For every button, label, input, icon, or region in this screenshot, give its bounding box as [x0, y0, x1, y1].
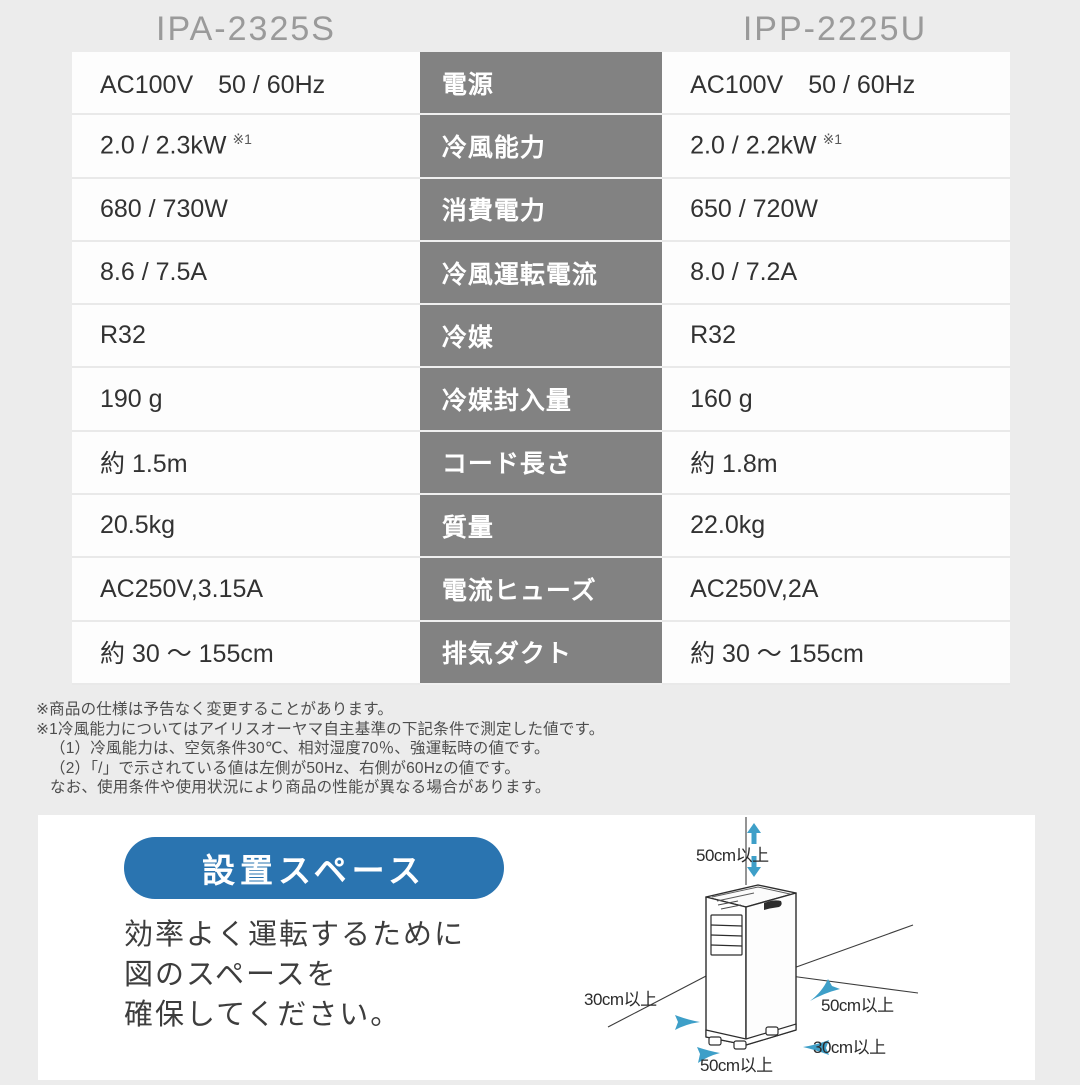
- footnote-line: ※商品の仕様は予告なく変更することがあります。: [36, 701, 394, 718]
- spec-value-right: 22.0kg: [662, 495, 1010, 559]
- installation-description-line: 確保してください。: [124, 999, 402, 1031]
- spec-value-left: 190 g: [72, 368, 420, 432]
- spec-key: 質量: [419, 495, 663, 559]
- spec-value-left: 8.6 / 7.5A: [72, 241, 420, 306]
- spec-value-left: R32: [72, 305, 420, 369]
- perspective-guide-lines: [607, 924, 919, 1028]
- footnotes-block: ※商品の仕様は予告なく変更することがあります。 ※1冷風能力についてはアイリスオ…: [36, 700, 736, 798]
- spec-key: 冷風運転電流: [419, 241, 663, 306]
- model-header-row: IPA-2325S IPP-2225U: [0, 0, 1080, 52]
- spec-value-right: AC100V 50 / 60Hz: [662, 52, 1010, 116]
- footnote-line: なお、使用条件や使用状況により商品の性能が異なる場合があります。: [50, 779, 551, 796]
- spec-value-left: AC250V,3.15A: [72, 558, 420, 622]
- top-clearance-arrow-icon: [747, 823, 761, 877]
- spec-table-row: AC100V 50 / 60Hz 電源 AC100V 50 / 60Hz: [72, 52, 1010, 116]
- specification-table-body: AC100V 50 / 60Hz 電源 AC100V 50 / 60Hz 2.0 / …: [72, 52, 1010, 685]
- installation-space-panel: 設置スペース 効率よく運転するために 図のスペースを 確保してください。: [38, 815, 1035, 1080]
- spec-value-right: 2.0 / 2.2kW ※1: [662, 115, 1010, 179]
- spec-table-row: 8.6 / 7.5A 冷風運転電流 8.0 / 7.2A: [72, 241, 1010, 306]
- spec-key: 冷媒封入量: [419, 368, 663, 432]
- dimension-label-right-back: 50cm以上: [821, 996, 894, 1015]
- spec-table-row: 約 30 〜 155cm 排気ダクト約 30 〜 155cm: [72, 621, 1010, 685]
- air-conditioner-diagram-svg: [607, 817, 919, 1063]
- model-name-left: IPA-2325S: [156, 10, 336, 48]
- dimension-label-right-side: 30cm以上: [813, 1038, 886, 1057]
- installation-text-block: 設置スペース 効率よく運転するために 図のスペースを 確保してください。: [124, 837, 554, 1035]
- spec-value-left: 680 / 730W: [72, 178, 420, 242]
- spec-value-right-footnote-marker: ※1: [822, 131, 843, 148]
- spec-table-row: 680 / 730W 消費電力 650 / 720W: [72, 178, 1010, 242]
- specification-table: AC100V 50 / 60Hz 電源 AC100V 50 / 60Hz 2.0 / …: [72, 52, 1010, 685]
- spec-key: 電源: [419, 52, 663, 116]
- footnote-line: （1）冷風能力は、空気条件30℃、相対湿度70％、強運転時の値です。: [50, 740, 550, 757]
- spec-table-row: AC250V,3.15A 電流ヒューズ AC250V,2A: [72, 558, 1010, 622]
- spec-table-row: 190 g 冷媒封入量 160 g: [72, 368, 1010, 432]
- dimension-label-left: 30cm以上: [584, 990, 657, 1009]
- spec-value-left: AC100V 50 / 60Hz: [72, 52, 420, 116]
- spec-key: 冷媒: [419, 305, 663, 369]
- spec-table-row: 20.5kg 質量 22.0kg: [72, 495, 1010, 559]
- spec-value-right: 約 1.8m: [662, 431, 1010, 496]
- spec-value-left-footnote-marker: ※1: [232, 131, 252, 148]
- spec-value-left: 20.5kg: [72, 495, 420, 559]
- model-name-right: IPP-2225U: [742, 10, 928, 48]
- airflow-arrows-icon: [675, 979, 840, 1063]
- installation-description: 効率よく運転するために 図のスペースを 確保してください。: [124, 915, 554, 1035]
- spec-value-left: 約 1.5m: [72, 431, 420, 496]
- control-panel-icon: [717, 900, 742, 910]
- installation-space-badge: 設置スペース: [124, 837, 504, 899]
- dimension-label-top: 50cm以上: [696, 846, 769, 865]
- spec-value-right: 160 g: [662, 368, 1010, 432]
- top-panel-detail: [711, 886, 791, 902]
- model-header-spacer: [420, 46, 660, 52]
- footnote-line: （2）「/」で示されている値は左側が50Hz、右側が60Hzの値です。: [50, 759, 521, 777]
- spec-key: 電流ヒューズ: [419, 558, 663, 622]
- spec-table-row: R32 冷媒 R32: [72, 305, 1010, 369]
- spec-table-row: 2.0 / 2.3kW ※1 冷風能力 2.0 / 2.2kW ※1: [72, 115, 1010, 179]
- spec-value-right: AC250V,2A: [662, 558, 1010, 622]
- installation-description-line: 効率よく運転するために: [124, 919, 466, 951]
- spec-table-row: 約 1.5m コード長さ約 1.8m: [72, 431, 1010, 496]
- specification-section: IPA-2325S IPP-2225U AC100V 50 / 60Hz 電源 AC…: [0, 0, 1080, 685]
- spec-key: コード長さ: [419, 431, 663, 496]
- spec-key: 排気ダクト: [419, 621, 663, 685]
- spec-key: 冷風能力: [419, 115, 663, 179]
- air-conditioner-unit: [705, 884, 797, 1046]
- spec-value-right: 650 / 720W: [662, 178, 1010, 242]
- installation-description-line: 図のスペースを: [124, 959, 338, 991]
- footnote-line: ※1冷風能力についてはアイリスオーヤマ自主基準の下記条件で測定した値です。: [36, 720, 605, 738]
- spec-value-right: 約 30 〜 155cm: [662, 621, 1010, 685]
- installation-clearance-diagram: 50cm以上 30cm以上 50cm以上 50cm以上 30cm以上: [578, 815, 1033, 1080]
- front-grille-icon: [710, 914, 743, 956]
- spec-key: 消費電力: [419, 178, 663, 242]
- base-casters-icon: [705, 1023, 797, 1050]
- dimension-label-front: 50cm以上: [700, 1056, 773, 1075]
- spec-value-right: R32: [662, 305, 1010, 369]
- spec-value-left: 2.0 / 2.3kW ※1: [72, 115, 420, 179]
- spec-value-right: 8.0 / 7.2A: [662, 241, 1010, 306]
- handle-icon: [764, 900, 782, 910]
- spec-value-left: 約 30 〜 155cm: [72, 621, 420, 685]
